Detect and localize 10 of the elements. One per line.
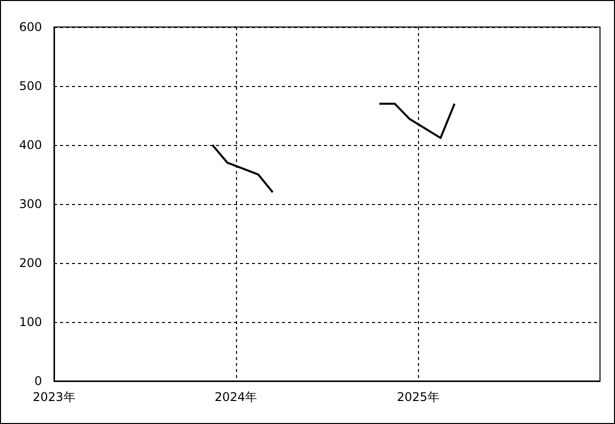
- y-tick-label: 600: [19, 20, 42, 34]
- x-tick-label: 2025年: [396, 390, 440, 404]
- y-tick-label: 0: [34, 374, 42, 388]
- y-tick-label: 500: [19, 79, 42, 93]
- y-tick-label: 300: [19, 197, 42, 211]
- y-tick-label: 100: [19, 315, 42, 329]
- y-tick-label: 200: [19, 256, 42, 270]
- y-tick-label: 400: [19, 138, 42, 152]
- x-tick-label: 2023年: [32, 390, 76, 404]
- x-tick-label: 2024年: [214, 390, 258, 404]
